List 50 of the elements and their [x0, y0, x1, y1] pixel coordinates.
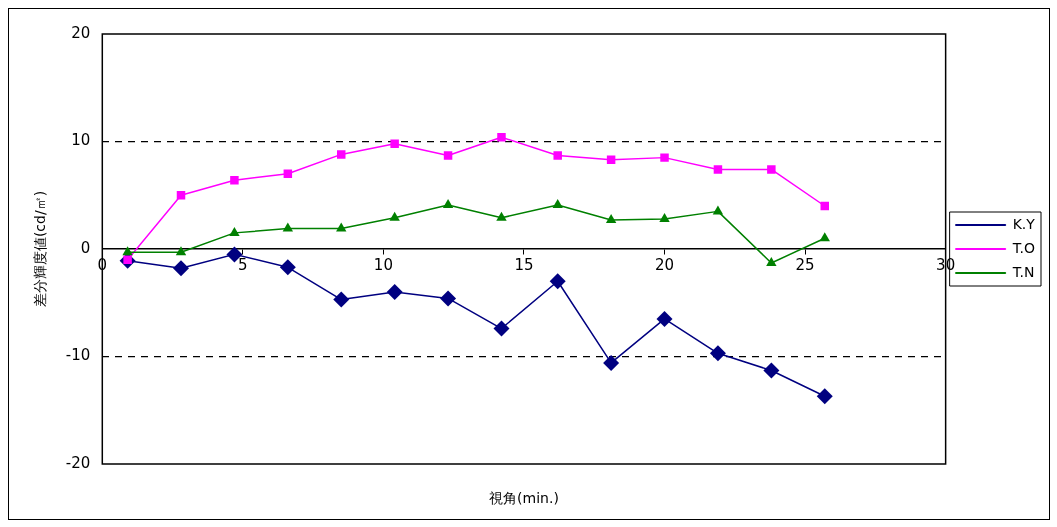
- x-tick-label: 10: [373, 255, 393, 274]
- point: [336, 222, 347, 232]
- point: [279, 259, 296, 276]
- point: [656, 310, 673, 327]
- point: [763, 362, 780, 379]
- point: [282, 222, 294, 232]
- point: [605, 213, 617, 223]
- point: [603, 354, 620, 371]
- point: [440, 290, 457, 307]
- point: [390, 139, 399, 148]
- x-tick-label: 15: [514, 255, 534, 274]
- x-tick-label: 25: [795, 255, 815, 274]
- point: [230, 175, 239, 185]
- x-tick-label: 5: [238, 255, 248, 274]
- point: [819, 232, 830, 242]
- point: [175, 246, 187, 256]
- point: [709, 345, 726, 362]
- point: [767, 165, 776, 174]
- point: [442, 198, 454, 208]
- x-axis-title: 視角(min.): [489, 489, 559, 506]
- point: [660, 153, 669, 162]
- point: [493, 320, 510, 337]
- y-axis-title: 差分輝度値(cd/㎡): [32, 190, 49, 308]
- legend-label: K.Y: [1012, 215, 1036, 232]
- point: [386, 284, 403, 300]
- point: [713, 165, 723, 174]
- y-tick-label: 20: [71, 23, 91, 42]
- point: [496, 211, 507, 221]
- y-tick-label: -20: [65, 453, 91, 472]
- point: [766, 256, 777, 266]
- point: [712, 205, 724, 215]
- point: [816, 388, 833, 405]
- point: [443, 151, 453, 160]
- legend-label: T.O: [1011, 239, 1036, 256]
- point: [549, 273, 566, 290]
- point: [229, 226, 240, 236]
- point: [553, 151, 562, 160]
- legend-label: T.N: [1011, 263, 1035, 280]
- point: [389, 211, 400, 221]
- y-tick-label: -10: [65, 346, 91, 365]
- y-tick-label: 0: [80, 238, 91, 257]
- point: [497, 132, 506, 142]
- point: [552, 198, 563, 208]
- point: [173, 260, 190, 277]
- point: [659, 212, 670, 222]
- point: [122, 246, 133, 256]
- point: [337, 150, 346, 159]
- point: [333, 291, 350, 308]
- y-tick-label: 10: [71, 131, 91, 150]
- x-tick-label: 20: [654, 255, 675, 274]
